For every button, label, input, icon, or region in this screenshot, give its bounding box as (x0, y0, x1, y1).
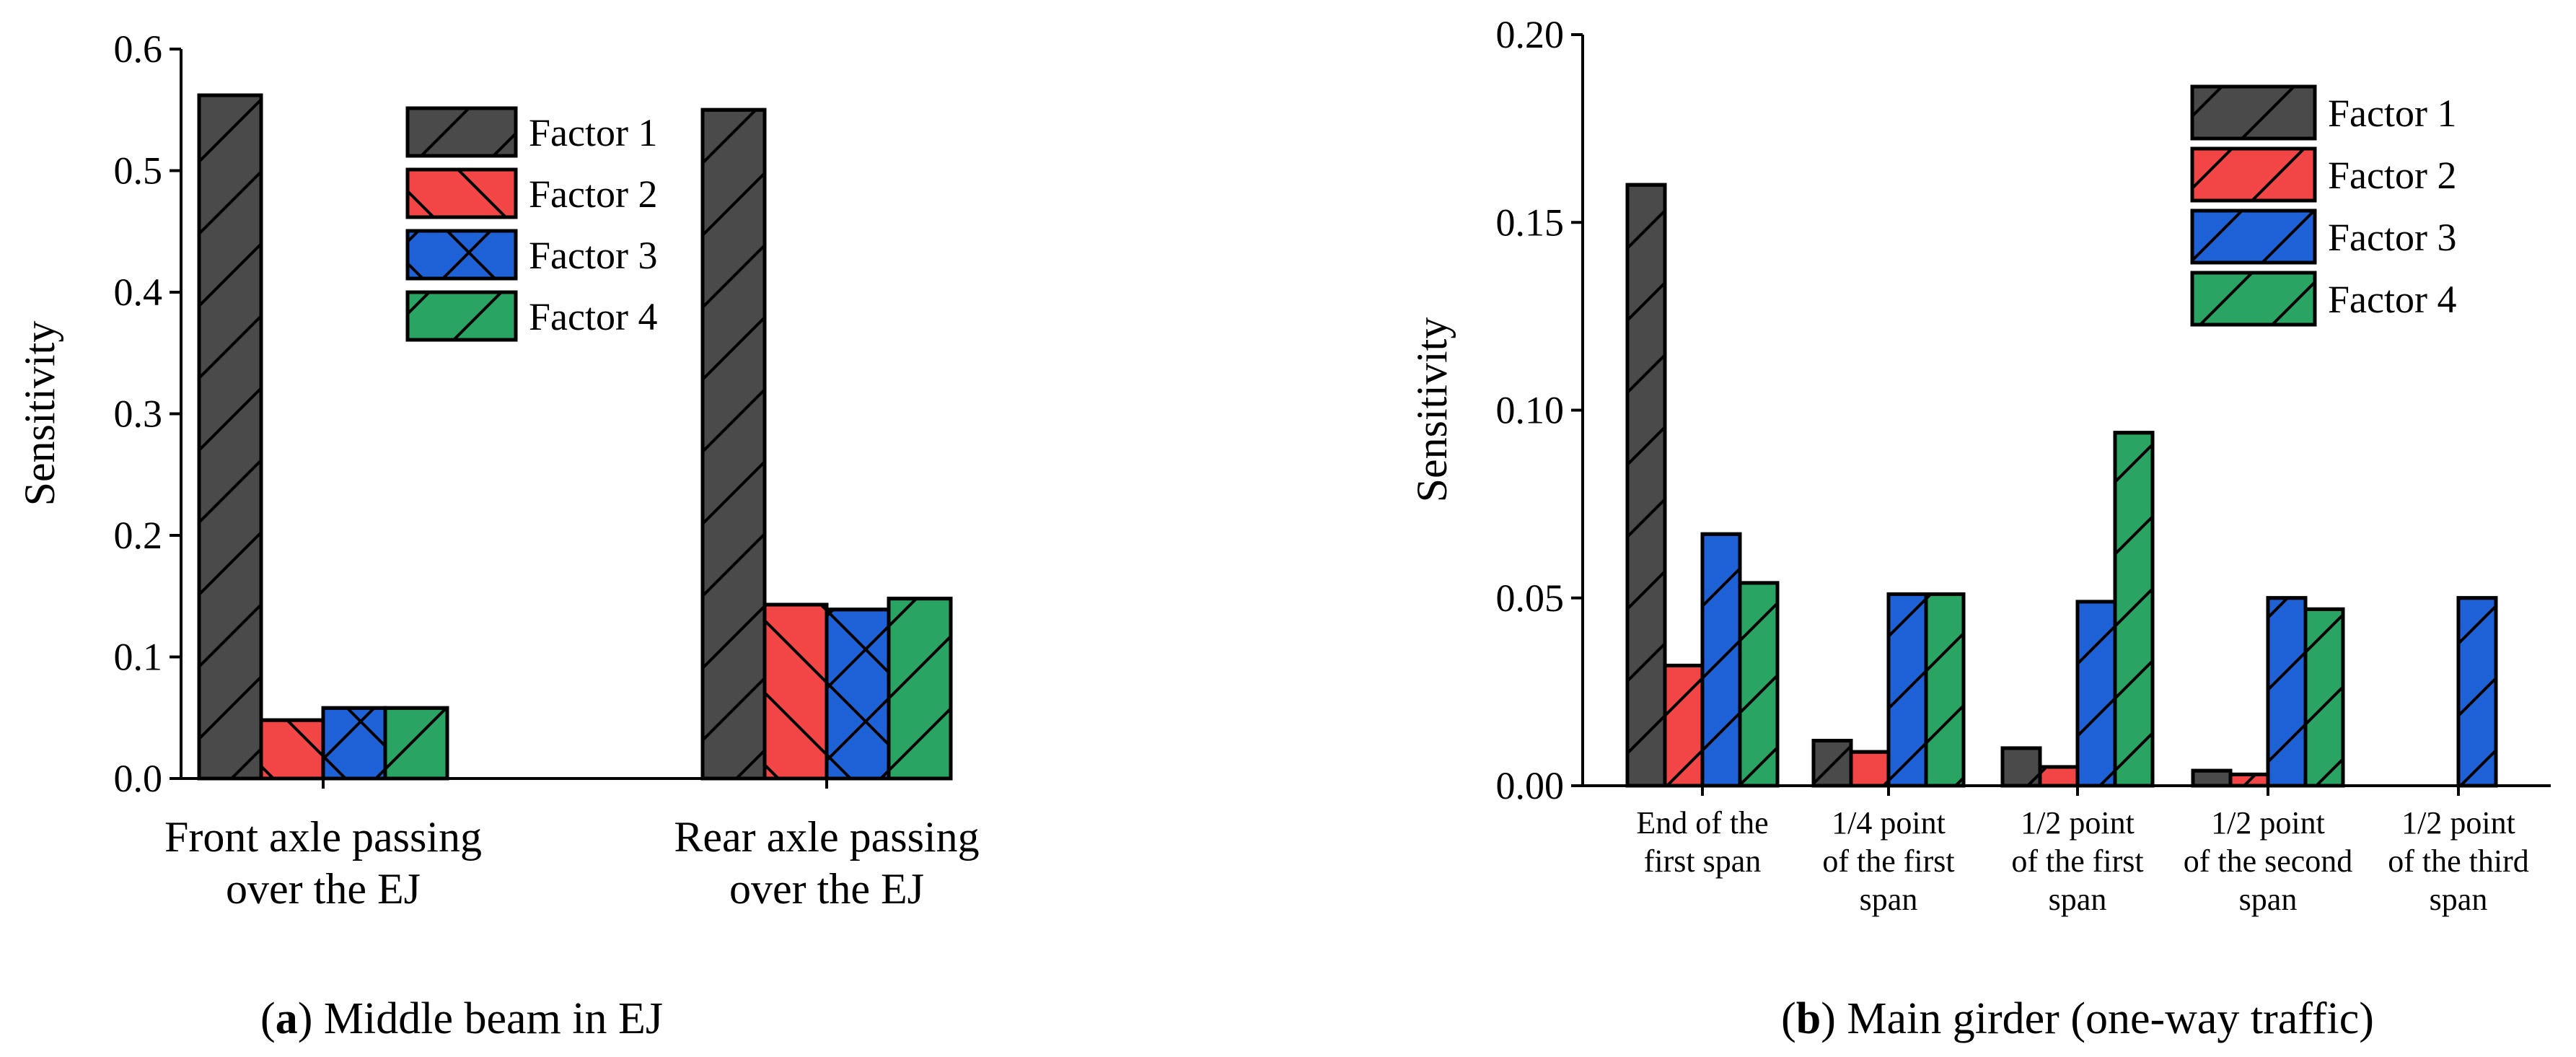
bar-hatch (2000, 746, 2042, 788)
caption-paren-close: ) (298, 994, 324, 1043)
bar-hatch (321, 706, 387, 781)
bar-hatch (1924, 592, 1966, 788)
category-label: of the first (1822, 843, 1954, 879)
legend-swatch-hatch (2190, 271, 2317, 327)
y-axis-title: Sensitivity (16, 321, 63, 506)
bar-hatch (2113, 431, 2155, 788)
legend-label: Factor 2 (2328, 154, 2456, 197)
bar-hatch (2266, 596, 2308, 788)
caption-letter: a (276, 994, 298, 1043)
y-tick-label: 0.20 (1496, 13, 1565, 56)
bar-hatch (1811, 739, 1853, 788)
y-tick-label: 0.0 (114, 757, 163, 800)
panel-caption: (b) Main girder (one-way traffic) (1781, 994, 2374, 1043)
caption-letter: b (1796, 994, 1821, 1043)
bar-hatch (1700, 532, 1742, 788)
axis-frame (180, 49, 784, 780)
category-label: 1/2 point (2401, 805, 2515, 841)
legend-swatch-hatch (2190, 84, 2317, 141)
category-label: first span (1644, 843, 1762, 879)
y-tick-label: 0.6 (114, 27, 163, 71)
y-tick-label: 0.15 (1496, 201, 1565, 244)
bar-hatch (2191, 768, 2233, 788)
bar-hatch (762, 602, 829, 781)
bar-hatch (1849, 750, 1891, 788)
caption-title: Main girder (one-way traffic) (1847, 994, 2373, 1043)
bar-hatch (825, 608, 891, 781)
caption-paren-open: ( (1781, 994, 1796, 1043)
bar-hatch (2456, 596, 2498, 788)
legend-label: Factor 3 (529, 234, 657, 277)
category-label: over the EJ (729, 865, 924, 913)
legend: Factor 1 Factor 2 Factor 3 Factor 4 (405, 106, 657, 342)
caption-title: Middle beam in EJ (324, 994, 663, 1043)
category-label: span (2049, 882, 2107, 917)
legend-label: Factor 3 (2328, 216, 2456, 259)
category-label: 1/4 point (1832, 805, 1946, 841)
y-tick-label: 0.1 (114, 636, 163, 679)
category-label: of the second (2184, 843, 2353, 879)
legend: Factor 1 Factor 2 Factor 3 Factor 4 (2190, 84, 2456, 327)
category-label: span (1860, 882, 1918, 917)
y-tick-label: 0.05 (1496, 576, 1565, 620)
category-label: over the EJ (226, 865, 421, 913)
category-label: 1/2 point (2211, 805, 2325, 841)
y-tick-label: 0.5 (114, 149, 163, 193)
legend-swatch-hatch (405, 167, 518, 219)
caption-paren-close: ) (1821, 994, 1847, 1043)
legend-label: Factor 4 (2328, 278, 2456, 321)
category-label: span (2239, 882, 2298, 917)
y-tick-label: 0.00 (1496, 764, 1565, 807)
category-label: span (2430, 882, 2488, 917)
bar-hatch (383, 706, 449, 781)
legend-swatch-hatch (405, 290, 518, 342)
category-label: End of the (1636, 805, 1768, 841)
legend-label: Factor 1 (529, 111, 657, 154)
bar-hatch (1625, 183, 1667, 788)
category-label: of the third (2388, 843, 2529, 879)
bar-hatch (259, 718, 325, 781)
bar-hatch (197, 93, 263, 781)
caption-paren-open: ( (260, 994, 276, 1043)
panel-caption: (a) Middle beam in EJ (260, 994, 663, 1043)
bar-hatch (2038, 765, 2080, 788)
bar-hatch (1663, 663, 1705, 788)
category-label: Rear axle passing (674, 813, 979, 861)
bar-hatch (2228, 772, 2270, 788)
bar-hatch (2075, 600, 2117, 788)
bar-hatch (887, 597, 953, 781)
legend-swatch-hatch (2190, 146, 2317, 203)
legend-label: Factor 2 (529, 172, 657, 216)
bar-hatch (1738, 581, 1780, 788)
bar-hatch (700, 108, 767, 781)
y-axis-title: Sensitivity (1408, 317, 1456, 503)
category-label: Front axle passing (164, 813, 482, 861)
y-tick-label: 0.2 (114, 514, 163, 557)
category-label: of the first (2011, 843, 2143, 879)
bar-hatch (2303, 607, 2345, 788)
legend-swatch-hatch (405, 106, 518, 158)
legend-label: Factor 1 (2328, 92, 2456, 135)
y-tick-label: 0.3 (114, 392, 163, 436)
legend-swatch-hatch (2190, 209, 2317, 265)
category-label: 1/2 point (2021, 805, 2135, 841)
legend-swatch-hatch (405, 229, 518, 281)
bar-hatch (1886, 592, 1928, 788)
y-tick-label: 0.10 (1496, 389, 1565, 432)
legend-label: Factor 4 (529, 295, 657, 338)
y-tick-label: 0.4 (114, 271, 163, 314)
